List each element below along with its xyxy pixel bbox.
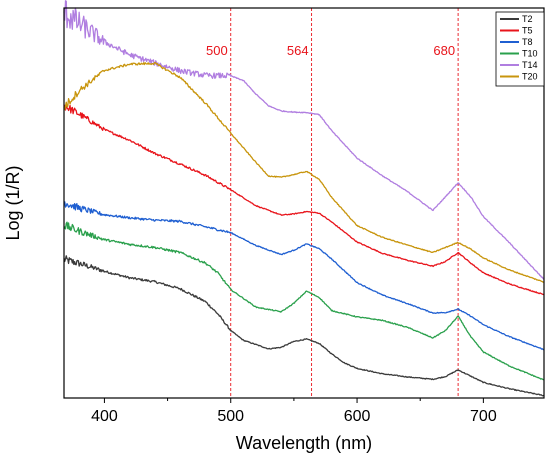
legend-item-T2: T2 (500, 14, 533, 24)
legend-label: T5 (522, 26, 533, 36)
x-tick-label: 500 (217, 408, 244, 425)
reference-line-label: 564 (287, 43, 309, 58)
series-line (63, 201, 545, 351)
x-tick-label: 400 (91, 408, 118, 425)
series-T10 (63, 221, 545, 381)
series-line (63, 61, 544, 283)
x-tick-label: 700 (470, 408, 497, 425)
series-group (63, 0, 545, 397)
legend-item-T8: T8 (500, 37, 533, 47)
legend-item-T5: T5 (500, 26, 533, 36)
series-line (63, 221, 545, 381)
reference-line-label: 500 (206, 43, 228, 58)
reference-lines: 500 564 680 (206, 8, 459, 398)
series-T2 (63, 255, 545, 397)
legend-label: T2 (522, 14, 533, 24)
series-line (63, 104, 544, 296)
legend-label: T14 (522, 60, 538, 70)
x-axis-label: Wavelength (nm) (236, 433, 372, 453)
reference-line-label: 680 (433, 43, 455, 58)
plot-frame (63, 7, 545, 399)
legend-label: T8 (522, 37, 533, 47)
legend-item-T10: T10 (500, 49, 538, 59)
series-T8 (63, 201, 545, 351)
x-tick-label: 600 (344, 408, 371, 425)
y-axis-label: Log (1/R) (3, 165, 23, 240)
series-T20 (63, 61, 545, 283)
series-T5 (63, 104, 545, 296)
x-axis-ticks: 400 500 600 700 (91, 398, 497, 425)
legend-label: T20 (522, 72, 538, 82)
legend-item-T20: T20 (500, 72, 538, 82)
legend-item-T14: T14 (500, 60, 538, 70)
legend-box (495, 11, 545, 87)
legend-label: T10 (522, 49, 538, 59)
series-line (63, 0, 545, 280)
series-line (63, 255, 544, 397)
